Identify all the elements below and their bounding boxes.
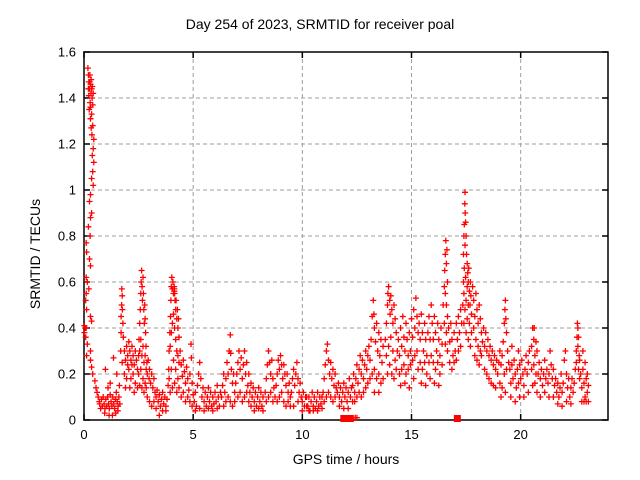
zero-gap-square: [453, 415, 461, 422]
y-tick-label: 1.2: [58, 137, 76, 152]
y-tick-label: 1.4: [58, 91, 76, 106]
y-tick-label: 1.6: [58, 45, 76, 60]
zero-gap-square: [340, 415, 348, 422]
y-tick-label: 0.4: [58, 321, 76, 336]
y-tick-label: 1: [69, 183, 76, 198]
x-axis-label: GPS time / hours: [292, 451, 400, 467]
y-tick-label: 0: [69, 413, 76, 428]
x-tick-label: 5: [190, 427, 197, 442]
zero-gap-square: [346, 415, 354, 422]
y-tick-label: 0.8: [58, 229, 76, 244]
x-tick-label: 20: [513, 427, 527, 442]
chart-title: Day 254 of 2023, SRMTID for receiver poa…: [185, 16, 455, 32]
y-tick-label: 0.6: [58, 275, 76, 290]
y-tick-label: 0.2: [58, 367, 76, 382]
scatter-markers: [81, 65, 592, 421]
x-tick-label: 10: [295, 427, 309, 442]
x-tick-label: 15: [404, 427, 418, 442]
x-tick-label: 0: [80, 427, 87, 442]
